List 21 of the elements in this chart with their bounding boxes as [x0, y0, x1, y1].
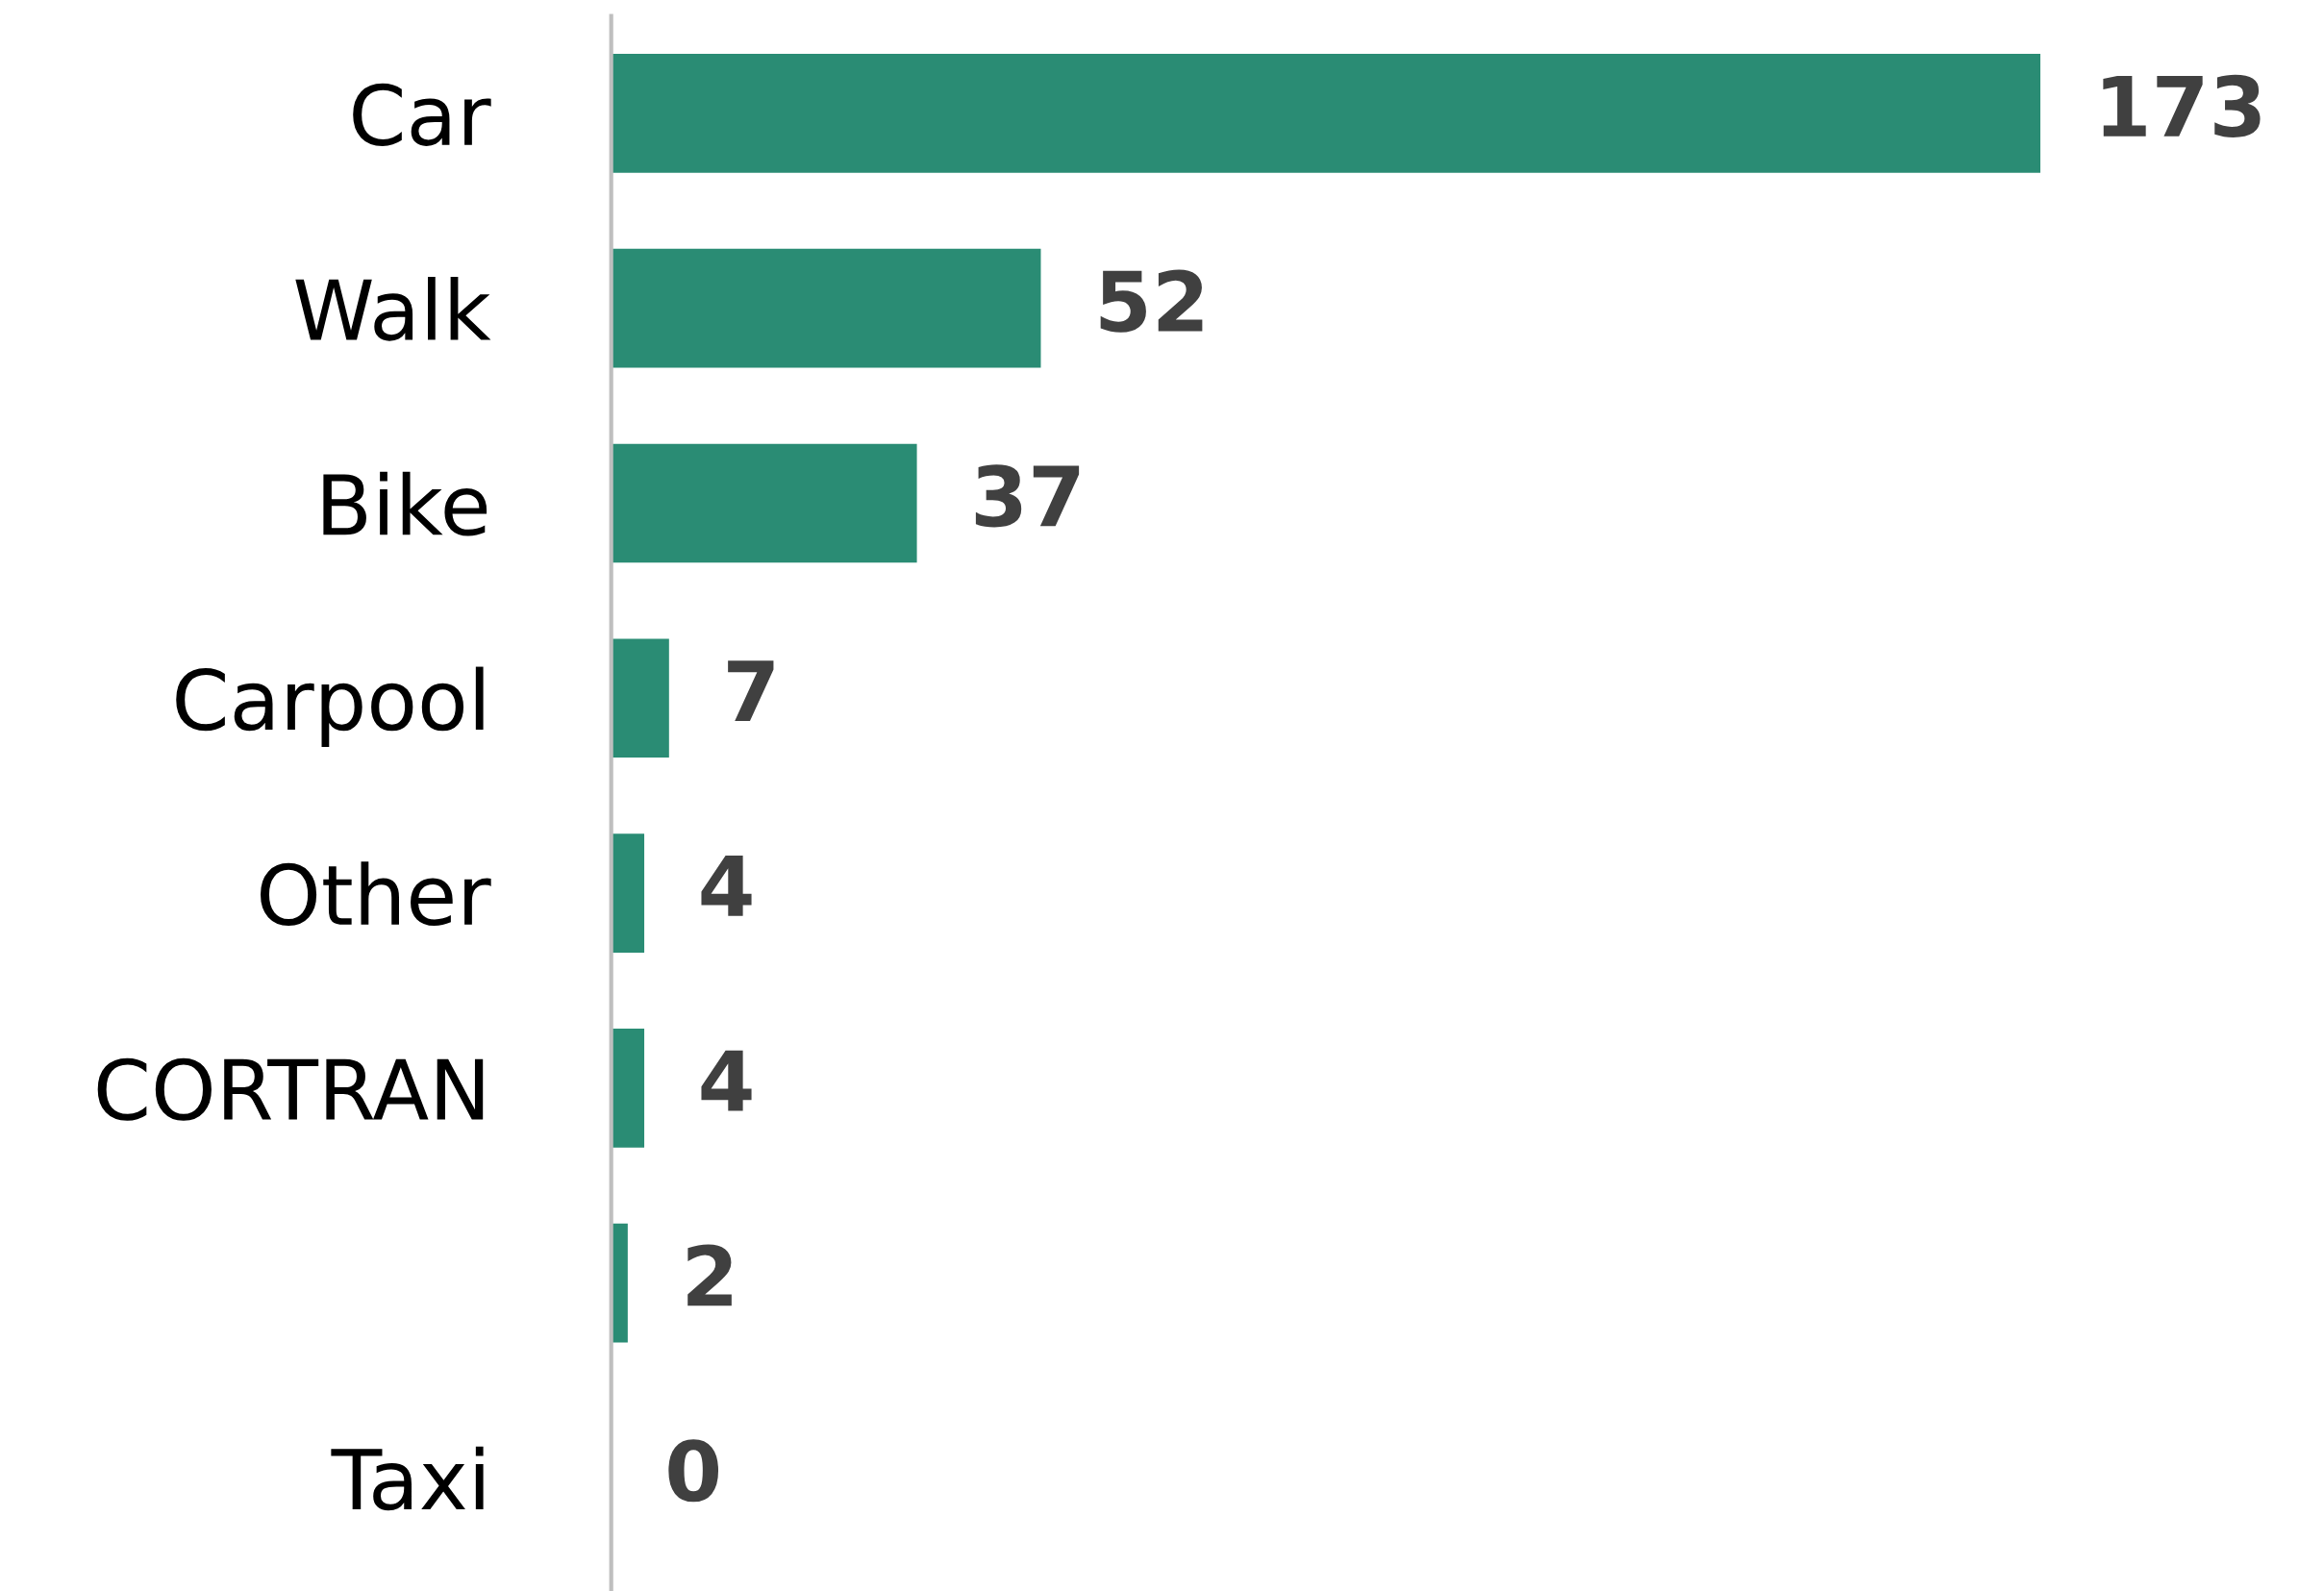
y-tick-label: Taxi: [331, 1446, 484, 1511]
y-tick-label: Carpool: [176, 666, 484, 747]
data-label: 2: [687, 1244, 732, 1306]
bar: [611, 443, 917, 563]
bar: [611, 54, 2041, 173]
data-label: 52: [1100, 269, 1203, 333]
y-tick-label: Bike: [323, 471, 487, 536]
y-tick-label: Other: [261, 861, 491, 926]
bar: [611, 833, 645, 953]
bar: [611, 638, 669, 758]
data-label: 4: [701, 856, 752, 916]
y-tick-label: Car: [353, 83, 491, 146]
bar: [611, 248, 1041, 368]
data-label: 37: [975, 464, 1080, 528]
bar: [611, 1028, 645, 1148]
data-label: 0: [668, 1439, 719, 1503]
y-tick-label: Walk: [295, 277, 491, 341]
data-label: 7: [728, 660, 774, 722]
data-label: 4: [701, 1050, 752, 1111]
y-tick-label: CORTRAN: [97, 1057, 484, 1121]
data-label: 173: [2103, 74, 2261, 137]
